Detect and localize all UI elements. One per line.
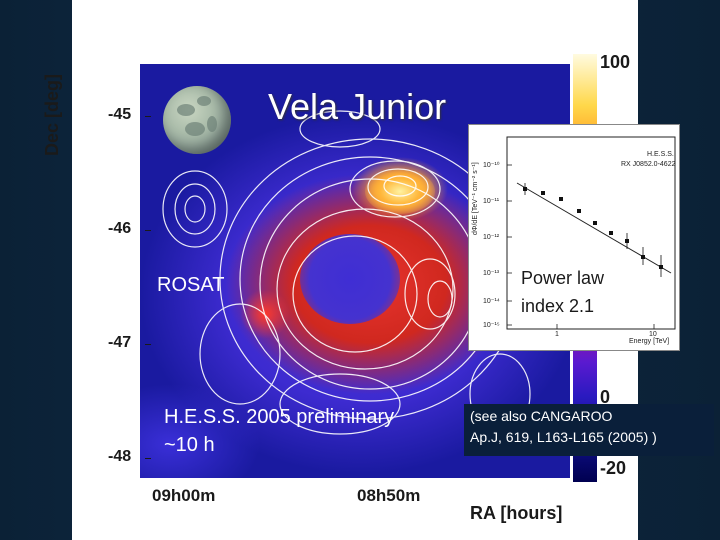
inset-y-tick: 10⁻¹⁴ [483,298,500,305]
rosat-contours [162,110,531,435]
cangaroo-line1: (see also CANGAROO [470,408,613,424]
inset-x-tick: 10 [649,331,657,338]
y-tick-mark [145,458,151,459]
power-law-label-line1: Power law [521,268,605,288]
hess-label-line1: H.E.S.S. 2005 preliminary [164,406,395,428]
inset-y-tick: 10⁻¹⁰ [483,162,500,169]
y-tick-mark [145,116,151,117]
spectrum-point [559,197,563,201]
inset-y-axis-label: dΦ/dE [TeV⁻¹ cm⁻² s⁻¹] [472,162,479,235]
x-axis-title: RA [hours] [470,503,563,523]
colorbar-zero-label: 0 [600,387,611,407]
moon-image [163,86,231,154]
inset-legend-line2: RX J0852.0-4622 [621,161,676,168]
inset-x-tick: 1 [555,331,559,338]
spectrum-point [541,191,545,195]
inset-y-tick: 10⁻¹⁵ [483,322,500,329]
colorbar-min-label: -20 [600,458,627,478]
y-axis-title: Dec [deg] [42,73,62,156]
y-tick-label: -46 [108,220,132,237]
rosat-label: ROSAT [157,274,225,296]
y-tick-label: -45 [108,106,132,123]
hess-label-line2: ~10 h [164,434,215,456]
inset-x-axis-label: Energy [TeV] [629,338,670,345]
inset-y-tick: 10⁻¹³ [483,270,500,277]
x-tick-label: 09h00m [152,486,216,505]
figure-title: Vela Junior [268,86,447,127]
colorbar-max-label: 100 [600,52,631,72]
y-tick-mark [145,344,151,345]
spectrum-point [609,231,613,235]
x-tick-label: 08h50m [357,486,421,505]
inset-y-tick: 10⁻¹¹ [483,198,500,205]
inset-y-tick: 10⁻¹² [483,234,500,241]
cangaroo-reference-box: (see also CANGAROO Ap.J, 619, L163-L165 … [464,404,714,456]
power-law-fit-line [516,182,672,274]
spectrum-point [593,221,597,225]
inset-legend-line1: H.E.S.S. [647,151,674,158]
spectrum-inset: H.E.S.S. RX J0852.0-4622 Energy [TeV] dΦ… [468,124,680,351]
y-tick-mark [145,230,151,231]
spectrum-plot [506,136,676,330]
power-law-label-line2: index 2.1 [521,296,595,316]
y-tick-label: -47 [108,334,132,351]
spectrum-point [577,209,581,213]
cangaroo-line2: Ap.J, 619, L163-L165 (2005) ) [470,429,657,445]
y-tick-label: -48 [108,448,132,465]
